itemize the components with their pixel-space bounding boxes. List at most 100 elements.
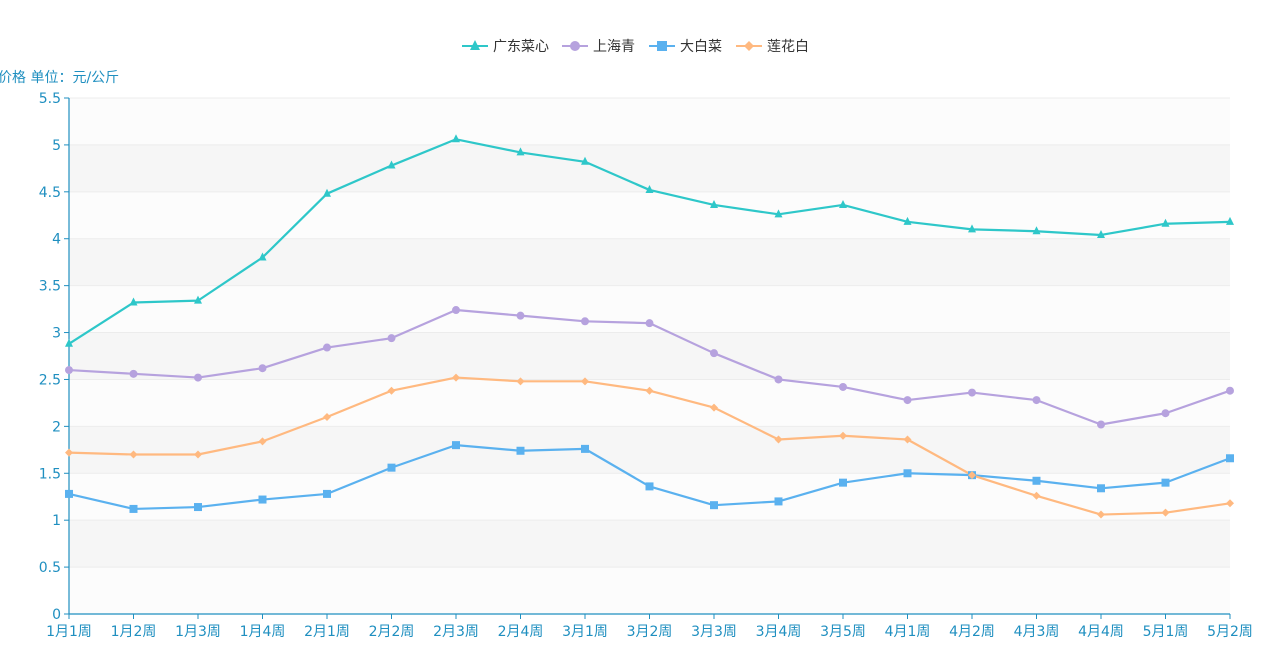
data-point [516, 311, 525, 320]
data-point [452, 306, 460, 315]
data-point [194, 503, 202, 512]
data-point [903, 396, 912, 405]
data-point [1097, 420, 1105, 429]
data-point [774, 497, 783, 506]
x-tick-label: 3月1周 [562, 624, 608, 640]
x-tick-label: 1月2周 [111, 624, 157, 640]
data-point [1226, 454, 1234, 463]
data-point [903, 469, 912, 478]
x-tick-label: 4月2周 [949, 624, 995, 640]
data-point [839, 431, 847, 440]
data-point [1032, 491, 1041, 500]
grid-band [69, 98, 1230, 145]
data-point [710, 199, 718, 208]
x-tick-label: 3月4周 [756, 624, 802, 640]
data-point [129, 504, 138, 513]
y-tick-label: 4 [52, 232, 61, 248]
data-point [645, 184, 654, 193]
data-point [581, 377, 589, 386]
data-point [194, 373, 202, 382]
legend-label: 上海青 [593, 39, 635, 55]
data-point [968, 388, 976, 397]
x-tick-label: 2月4周 [498, 624, 544, 640]
grid-band [69, 567, 1230, 614]
legend-label: 莲花白 [767, 39, 809, 55]
x-tick-label: 3月3周 [691, 624, 737, 640]
x-tick-label: 5月1周 [1143, 624, 1189, 640]
data-point [839, 199, 847, 208]
legend-marker [744, 41, 754, 51]
y-tick-label: 5 [52, 138, 61, 154]
y-axis-title: 价格 单位：元/公斤 [0, 70, 119, 86]
data-point [1032, 396, 1041, 405]
y-tick-label: 1.5 [39, 466, 61, 482]
data-point [1161, 218, 1170, 227]
data-point [839, 382, 847, 391]
data-point [1161, 409, 1170, 418]
data-point [903, 216, 912, 225]
data-point [710, 349, 718, 358]
data-point [65, 489, 73, 498]
x-tick-label: 2月1周 [304, 624, 350, 640]
y-tick-label: 2 [52, 419, 61, 435]
data-point [710, 403, 718, 412]
data-point [323, 412, 331, 421]
data-point [323, 188, 331, 197]
data-point [452, 441, 460, 450]
y-tick-label: 0.5 [39, 560, 61, 576]
data-point [1226, 216, 1234, 225]
data-point [387, 334, 396, 343]
legend-label: 大白菜 [680, 39, 722, 55]
data-point [194, 450, 202, 459]
data-point [129, 369, 138, 378]
data-point [774, 375, 783, 384]
grid-band [69, 332, 1230, 380]
y-tick-label: 1 [52, 513, 61, 529]
data-point [1097, 229, 1105, 238]
data-point [387, 160, 396, 169]
data-point [1161, 478, 1170, 487]
data-point [129, 297, 138, 306]
grid-band [69, 379, 1230, 427]
data-point [968, 224, 976, 233]
legend-label: 广东菜心 [493, 39, 549, 55]
data-point [258, 437, 267, 446]
x-tick-label: 1月4周 [240, 624, 286, 640]
grid-band [69, 426, 1230, 474]
data-point [1032, 226, 1041, 235]
data-point [65, 448, 73, 457]
grid-band [69, 238, 1230, 286]
x-tick-label: 1月1周 [46, 624, 92, 640]
grid-band [69, 520, 1230, 568]
data-point [258, 252, 267, 261]
data-point [839, 478, 847, 487]
data-point [323, 489, 331, 498]
x-tick-label: 4月4周 [1078, 624, 1124, 640]
legend-marker [470, 40, 480, 50]
data-point [1097, 510, 1105, 519]
x-tick-label: 3月5周 [820, 624, 866, 640]
y-tick-label: 0 [52, 607, 61, 623]
data-point [452, 134, 460, 143]
data-point [581, 317, 589, 326]
data-point [903, 435, 912, 444]
grid-band [69, 473, 1230, 521]
data-point [129, 450, 138, 459]
y-tick-label: 3.5 [39, 279, 61, 295]
x-tick-label: 4月3周 [1014, 624, 1060, 640]
grid-band [69, 144, 1230, 192]
data-point [581, 156, 589, 165]
legend-marker [570, 41, 580, 51]
data-point [65, 338, 73, 347]
data-point [194, 295, 202, 304]
data-point [387, 463, 396, 472]
x-tick-label: 2月3周 [433, 624, 479, 640]
data-point [452, 373, 460, 382]
x-tick-label: 1月3周 [175, 624, 221, 640]
data-point [1032, 476, 1041, 485]
x-tick-label: 5月2周 [1207, 624, 1253, 640]
x-tick-label: 3月2周 [627, 624, 673, 640]
data-point [258, 364, 267, 373]
